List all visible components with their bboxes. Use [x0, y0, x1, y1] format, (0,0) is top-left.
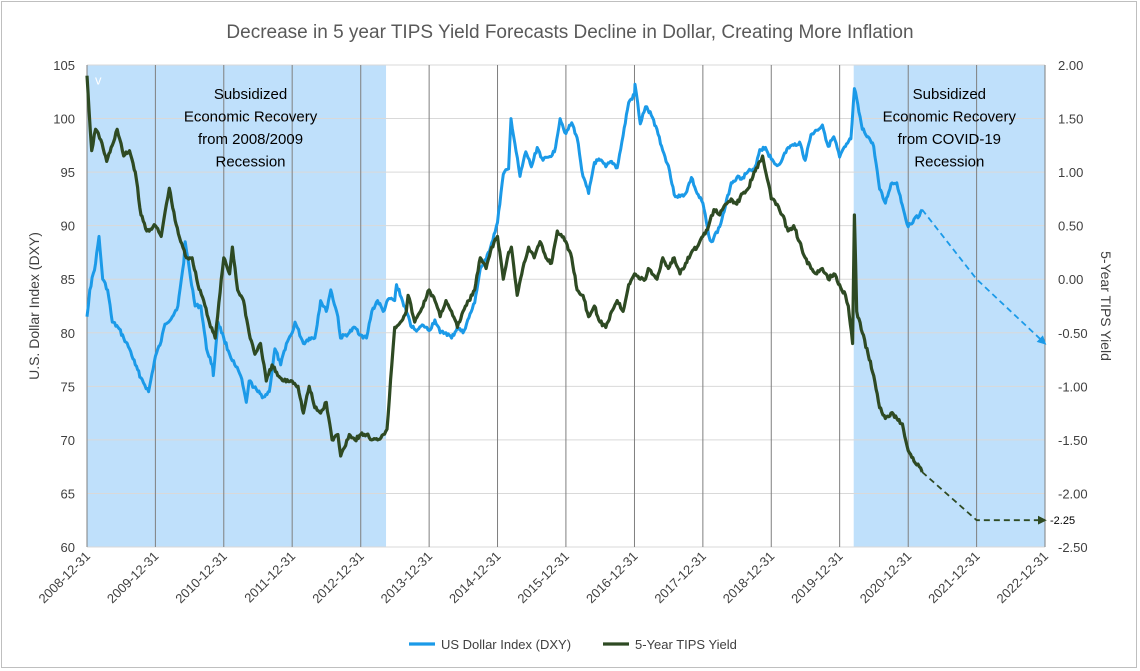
shaded-region-1-label-line: Recession	[215, 154, 285, 171]
y2-axis-title: 5-Year TIPS Yield	[1098, 251, 1114, 361]
y2-tick-label: -0.50	[1058, 326, 1088, 341]
shaded-region-2-label-line: Subsidized	[913, 86, 986, 103]
series-forecast-1	[921, 209, 1047, 345]
y2-tick-label: -1.50	[1058, 433, 1088, 448]
y-tick-label: 85	[61, 272, 75, 287]
series-forecast-2	[921, 471, 1047, 525]
x-tick-label: 2013-12-31	[378, 549, 436, 607]
y-tick-label: 75	[61, 379, 75, 394]
x-tick-label: 2010-12-31	[172, 549, 230, 607]
legend-label-2: 5-Year TIPS Yield	[635, 637, 737, 652]
y2-tick-label: 1.00	[1058, 165, 1083, 180]
x-tick-label: 2012-12-31	[309, 549, 367, 607]
series-line-2	[85, 75, 924, 473]
y-tick-label: 80	[61, 326, 75, 341]
y-tick-label: 90	[61, 219, 75, 234]
shaded-region-2	[853, 65, 1045, 547]
x-tick-label: 2014-12-31	[446, 549, 504, 607]
y-tick-label: 60	[61, 540, 75, 555]
shaded-region-2-label-line: Economic Recovery	[883, 109, 1017, 126]
y2-tick-label: -1.00	[1058, 379, 1088, 394]
x-tick-label: 2018-12-31	[720, 549, 778, 607]
x-tick-label: 2019-12-31	[788, 549, 846, 607]
x-tick-label: 2015-12-31	[514, 549, 572, 607]
y-axis-title: U.S. Dollar Index (DXY)	[26, 232, 42, 380]
legend-label-1: US Dollar Index (DXY)	[441, 637, 571, 652]
y2-tick-label: 0.00	[1058, 272, 1083, 287]
x-tick-label: 2008-12-31	[35, 549, 93, 607]
shaded-region-1-label-line: Economic Recovery	[184, 109, 318, 126]
y2-tick-label: 0.50	[1058, 219, 1083, 234]
x-tick-label: 2022-12-31	[993, 549, 1051, 607]
y-tick-label: 95	[61, 165, 75, 180]
series-line-1	[85, 82, 924, 404]
shaded-region-2-label-line: Recession	[914, 154, 984, 171]
x-tick-label: 2016-12-31	[583, 549, 641, 607]
y2-tick-label: -2.00	[1058, 486, 1088, 501]
annotation-label: v	[95, 73, 102, 88]
y-tick-label: 70	[61, 433, 75, 448]
x-tick-label: 2020-12-31	[857, 549, 915, 607]
y2-tick-label: 1.50	[1058, 112, 1083, 127]
shaded-region-1-label-line: from 2008/2009	[198, 131, 303, 148]
x-tick-label: 2009-12-31	[104, 549, 162, 607]
chart-title: Decrease in 5 year TIPS Yield Forecasts …	[226, 22, 913, 43]
x-tick-label: 2017-12-31	[651, 549, 709, 607]
y-tick-label: 65	[61, 486, 75, 501]
shaded-region-1-label-line: Subsidized	[214, 86, 287, 103]
y-tick-label: 100	[53, 112, 75, 127]
y2-tick-label: -2.50	[1058, 540, 1088, 555]
y2-tick-label: 2.00	[1058, 58, 1083, 73]
x-tick-label: 2011-12-31	[241, 549, 298, 606]
shaded-region-2-label-line: from COVID-19	[898, 131, 1001, 148]
forecast-end-label: -2.25	[1050, 515, 1075, 527]
y-tick-label: 105	[53, 58, 75, 73]
x-tick-label: 2021-12-31	[925, 549, 983, 607]
